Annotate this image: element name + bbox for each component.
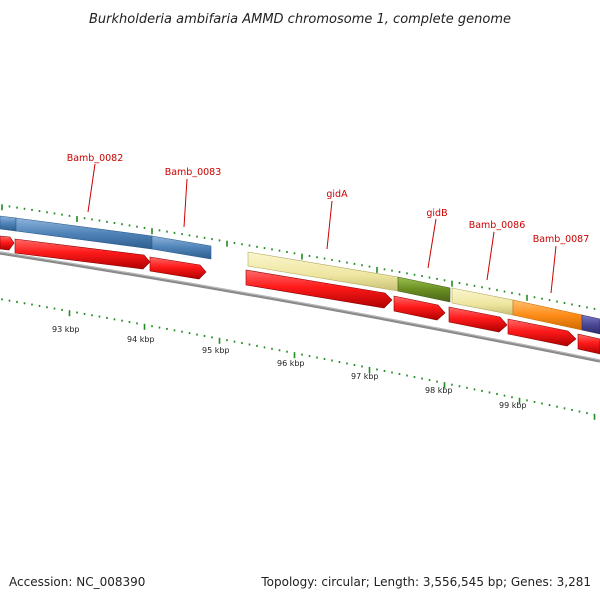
- feature-blue-left[interactable]: [0, 215, 17, 232]
- gene-arrow-gidb[interactable]: [393, 295, 446, 321]
- accession-text: Accession: NC_008390: [9, 575, 145, 589]
- leader-gidb: [427, 218, 437, 269]
- gene-arrow-right[interactable]: [577, 333, 600, 355]
- gene-arrow-bamb-0082[interactable]: [14, 238, 151, 270]
- leader-bamb-0087: [550, 245, 557, 294]
- gene-arrow-bamb-0087[interactable]: [507, 318, 577, 347]
- leader-bamb-0083: [183, 178, 188, 228]
- gene-label-bamb-0086[interactable]: Bamb_0086: [469, 220, 526, 231]
- gene-label-bamb-0087[interactable]: Bamb_0087: [533, 234, 590, 245]
- scale-label-93: 93 kbp: [52, 325, 80, 334]
- feature-purple-right[interactable]: [581, 314, 600, 335]
- gene-label-gida[interactable]: gidA: [326, 189, 348, 200]
- gene-arrow-bamb-0086[interactable]: [448, 306, 508, 333]
- scale-label-95: 95 kbp: [202, 346, 230, 355]
- scale-labels: 93 kbp 94 kbp 95 kbp 96 kbp 97 kbp 98 kb…: [52, 325, 527, 410]
- leader-bamb-0082: [87, 163, 96, 213]
- gene-label-bamb-0083[interactable]: Bamb_0083: [165, 167, 222, 178]
- scale-label-99: 99 kbp: [499, 401, 527, 410]
- scale-label-96: 96 kbp: [277, 359, 305, 368]
- genome-backbone: [0, 251, 600, 363]
- leader-gida: [326, 200, 333, 250]
- genome-backbone-highlight: [0, 251, 600, 361]
- map-title: Burkholderia ambifaria AMMD chromosome 1…: [89, 12, 511, 27]
- top-tick-row: [1, 204, 596, 310]
- gene-arrow-track: [0, 235, 600, 355]
- feature-gidb[interactable]: [397, 276, 451, 303]
- scale-tick-row: [1, 298, 596, 420]
- scale-label-94: 94 kbp: [127, 335, 155, 344]
- gene-arrow-gida[interactable]: [245, 269, 393, 309]
- gene-labels: Bamb_0082 Bamb_0083 gidA gidB Bamb_0086 …: [67, 153, 590, 245]
- gene-leader-lines: [87, 163, 557, 294]
- gene-arrow-left[interactable]: [0, 235, 15, 251]
- feature-track: [0, 215, 600, 335]
- genome-summary-text: Topology: circular; Length: 3,556,545 bp…: [260, 575, 591, 589]
- feature-bamb-0083[interactable]: [151, 235, 212, 260]
- gene-arrow-bamb-0083[interactable]: [149, 256, 207, 280]
- scale-label-97: 97 kbp: [351, 372, 379, 381]
- leader-bamb-0086: [486, 231, 495, 281]
- gene-label-bamb-0082[interactable]: Bamb_0082: [67, 153, 124, 164]
- scale-label-98: 98 kbp: [425, 386, 453, 395]
- gene-label-gidb[interactable]: gidB: [426, 208, 447, 219]
